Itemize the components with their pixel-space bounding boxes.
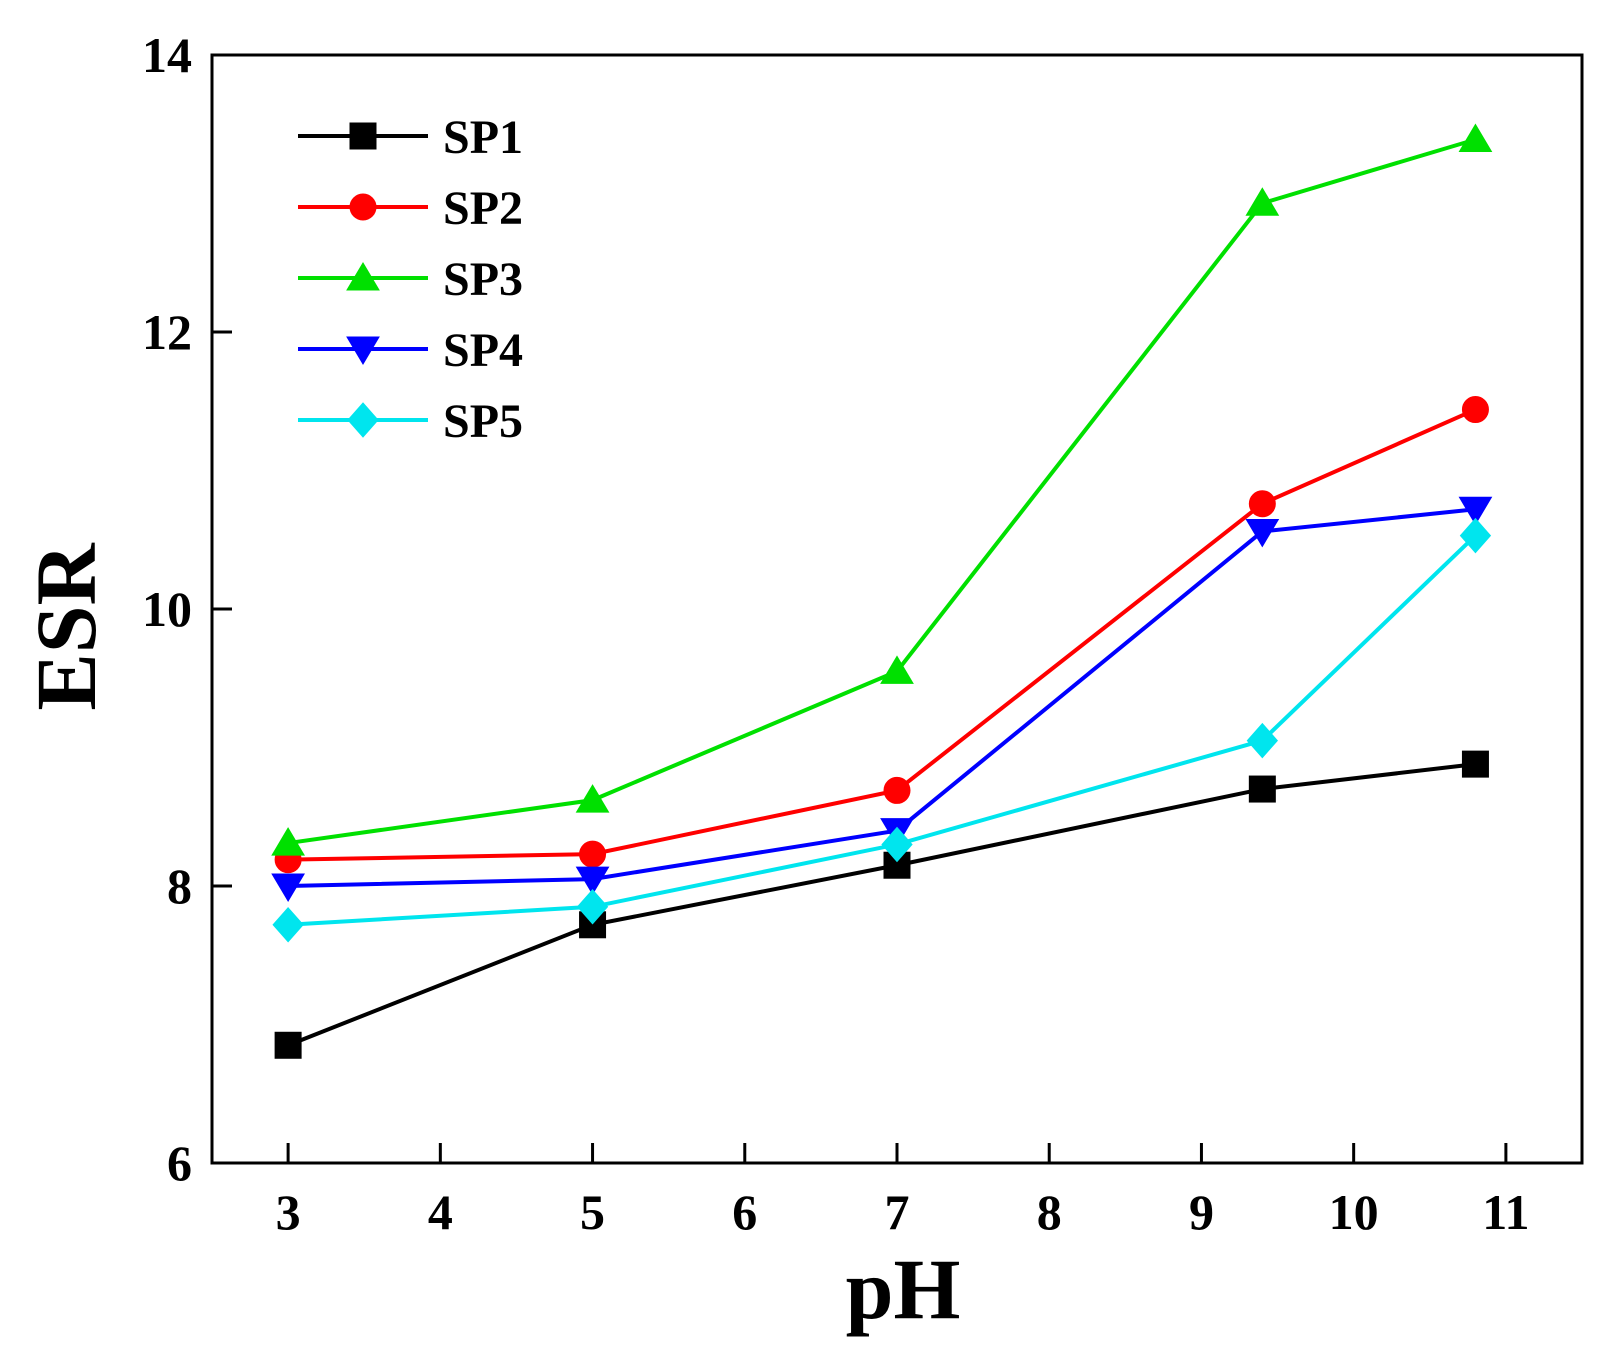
axis-ticks: 3 4 5 6 7 8 9 10 11 6 8 10 12 14 bbox=[142, 27, 1530, 1240]
legend-marker-sp5 bbox=[347, 402, 379, 438]
legend-label-sp5: SP5 bbox=[443, 395, 523, 448]
x-axis-title: pH bbox=[846, 1241, 961, 1337]
data-point-sp1 bbox=[1248, 775, 1276, 803]
data-point-sp3 bbox=[880, 655, 914, 684]
plot-frame bbox=[210, 53, 1584, 1165]
data-point-sp2 bbox=[579, 840, 607, 868]
data-point-sp3 bbox=[1458, 123, 1493, 152]
data-point-sp4 bbox=[1458, 496, 1493, 526]
series-line-sp1 bbox=[287, 762, 1476, 1048]
data-point-sp3 bbox=[575, 784, 610, 813]
y-tick-label: 10 bbox=[142, 581, 192, 637]
y-tick-label: 6 bbox=[167, 1135, 192, 1191]
data-point-sp3 bbox=[271, 827, 305, 856]
data-point-sp4 bbox=[1245, 518, 1280, 548]
x-tick-label: 5 bbox=[580, 1184, 605, 1240]
data-point-sp5 bbox=[881, 826, 913, 863]
data-point-sp2 bbox=[1248, 490, 1276, 518]
data-point-sp1 bbox=[274, 1031, 302, 1059]
legend-item-sp4: SP4 bbox=[298, 324, 523, 377]
x-tick-label: 10 bbox=[1329, 1184, 1379, 1240]
x-tick-label: 9 bbox=[1189, 1184, 1214, 1240]
legend-marker-sp3 bbox=[346, 262, 380, 291]
series-layer bbox=[271, 123, 1493, 1059]
data-point-sp4 bbox=[575, 866, 610, 896]
series-sp3 bbox=[271, 123, 1493, 856]
series-sp1 bbox=[274, 750, 1489, 1059]
data-point-sp4 bbox=[271, 873, 305, 902]
series-line-sp3 bbox=[287, 137, 1477, 846]
series-sp5 bbox=[272, 517, 1492, 943]
data-point-sp5 bbox=[1246, 722, 1279, 759]
legend-item-sp5: SP5 bbox=[298, 395, 523, 448]
legend-label-sp3: SP3 bbox=[443, 253, 523, 306]
legend-label-sp2: SP2 bbox=[443, 182, 523, 235]
y-tick-label: 14 bbox=[142, 27, 192, 83]
data-point-sp3 bbox=[1245, 187, 1280, 216]
legend-item-sp2: SP2 bbox=[298, 182, 523, 235]
x-tick-label: 6 bbox=[732, 1184, 757, 1240]
legend-item-sp1: SP1 bbox=[298, 111, 523, 164]
data-point-sp5 bbox=[1459, 517, 1492, 554]
legend-marker-sp1 bbox=[349, 122, 377, 150]
series-line-sp4 bbox=[288, 507, 1476, 888]
legend-item-sp3: SP3 bbox=[298, 253, 523, 306]
series-line-sp2 bbox=[288, 407, 1477, 862]
data-point-sp1 bbox=[1461, 750, 1489, 778]
legend-label-sp1: SP1 bbox=[443, 111, 523, 164]
x-tick-label: 4 bbox=[428, 1184, 453, 1240]
x-tick-label: 3 bbox=[276, 1184, 301, 1240]
legend-label-sp4: SP4 bbox=[443, 324, 523, 377]
x-tick-label: 8 bbox=[1037, 1184, 1062, 1240]
data-point-sp5 bbox=[272, 907, 304, 943]
series-sp4 bbox=[271, 496, 1493, 902]
legend-marker-sp4 bbox=[346, 336, 380, 365]
legend: SP1 SP2 SP3 SP4 SP5 bbox=[298, 111, 523, 448]
x-tick-label: 7 bbox=[885, 1184, 910, 1240]
data-point-sp5 bbox=[576, 889, 609, 925]
x-tick-label: 11 bbox=[1482, 1184, 1529, 1240]
series-sp2 bbox=[274, 396, 1489, 874]
legend-marker-sp2 bbox=[349, 193, 377, 221]
y-tick-label: 12 bbox=[142, 304, 192, 360]
y-axis-title: ESR bbox=[18, 542, 114, 710]
data-point-sp2 bbox=[1461, 396, 1489, 424]
data-point-sp2 bbox=[883, 776, 911, 804]
y-tick-label: 8 bbox=[167, 858, 192, 914]
